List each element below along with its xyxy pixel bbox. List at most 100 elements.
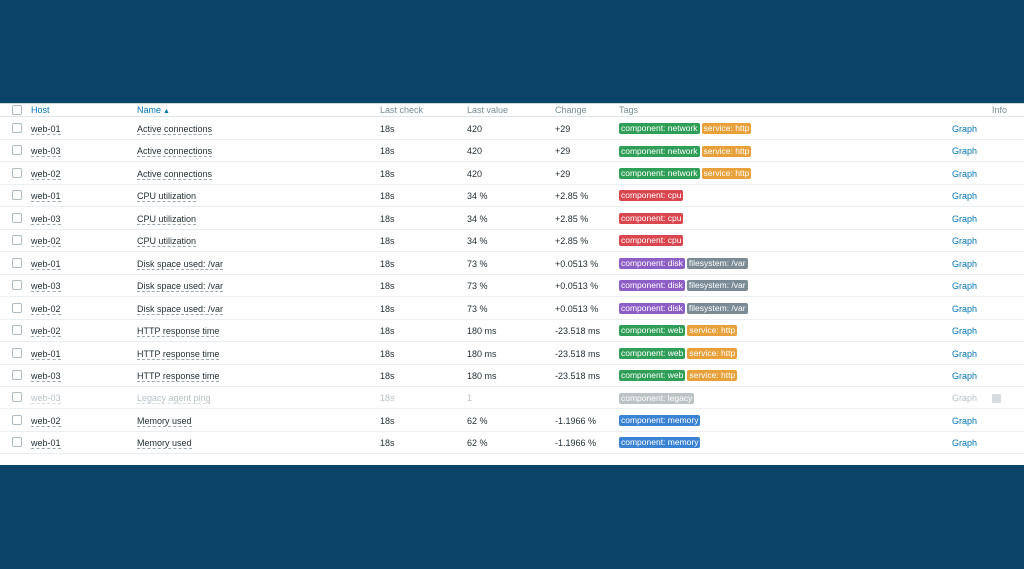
item-name-link[interactable]: CPU utilization — [137, 213, 197, 225]
graph-link[interactable]: Graph — [952, 213, 978, 224]
tag[interactable]: component: disk — [619, 302, 685, 314]
tag[interactable]: component: network — [619, 123, 700, 135]
item-name-link[interactable]: HTTP response time — [137, 326, 220, 338]
graph-link[interactable]: Graph — [952, 146, 978, 157]
tag[interactable]: component: disk — [619, 280, 685, 292]
host-link[interactable]: web-03 — [31, 213, 61, 225]
tags-cell: component: web service: http — [619, 365, 739, 387]
graph-link[interactable]: Graph — [952, 191, 978, 202]
host-link[interactable]: web-03 — [31, 393, 61, 405]
row-checkbox[interactable] — [12, 212, 22, 223]
item-name-link[interactable]: Disk space used: /var — [137, 281, 224, 293]
tag[interactable]: component: disk — [619, 257, 685, 269]
host-link[interactable]: web-02 — [31, 168, 61, 180]
graph-link[interactable]: Graph — [952, 258, 978, 269]
graph-link[interactable]: Graph — [952, 303, 978, 314]
host-link[interactable]: web-01 — [31, 348, 61, 360]
tag[interactable]: service: http — [701, 123, 752, 135]
host-link[interactable]: web-01 — [31, 191, 61, 203]
graph-link[interactable]: Graph — [952, 168, 978, 179]
graph-link[interactable]: Graph — [952, 393, 978, 404]
host-link[interactable]: web-01 — [31, 258, 61, 270]
item-name-link[interactable]: CPU utilization — [137, 236, 197, 248]
last-value: 1 — [467, 393, 473, 404]
graph-link[interactable]: Graph — [952, 281, 978, 292]
change-value: +0.0513 % — [555, 303, 599, 314]
host-link[interactable]: web-02 — [31, 303, 61, 315]
tags-cell: component: cpu — [619, 208, 685, 230]
tag[interactable]: filesystem: /var — [686, 257, 748, 269]
item-name-link[interactable]: CPU utilization — [137, 191, 197, 203]
host-link[interactable]: web-03 — [31, 370, 61, 382]
last-check: 18s — [380, 146, 395, 157]
row-checkbox[interactable] — [12, 167, 22, 178]
row-checkbox[interactable] — [12, 369, 22, 380]
item-name-link[interactable]: Memory used — [137, 415, 192, 427]
column-name-header[interactable]: Name ▲ — [137, 104, 170, 117]
info-icon[interactable] — [992, 393, 1001, 403]
row-checkbox[interactable] — [12, 123, 22, 133]
row-checkbox[interactable] — [12, 235, 22, 246]
row-checkbox[interactable] — [12, 145, 22, 156]
item-name-link[interactable]: Memory used — [137, 438, 192, 450]
graph-link[interactable]: Graph — [952, 348, 978, 359]
host-link[interactable]: web-01 — [31, 124, 61, 135]
graph-link[interactable]: Graph — [952, 415, 978, 426]
tag[interactable]: component: network — [619, 145, 700, 157]
tag[interactable]: component: memory — [619, 437, 701, 449]
host-link[interactable]: web-02 — [31, 326, 61, 338]
item-name-link[interactable]: Disk space used: /var — [137, 258, 224, 270]
last-value: 62 % — [467, 415, 488, 426]
graph-link[interactable]: Graph — [952, 438, 978, 449]
tag[interactable]: component: cpu — [619, 212, 684, 224]
item-name-link[interactable]: Active connections — [137, 146, 213, 158]
row-checkbox[interactable] — [12, 190, 22, 201]
column-host-header[interactable]: Host — [31, 105, 50, 115]
item-name-link[interactable]: Active connections — [137, 124, 213, 135]
row-checkbox[interactable] — [12, 302, 22, 313]
item-name-link[interactable]: Legacy agent ping — [137, 393, 211, 405]
item-name-link[interactable]: HTTP response time — [137, 370, 220, 382]
tags-cell: component: disk filesystem: /var — [619, 275, 750, 297]
graph-link[interactable]: Graph — [952, 326, 978, 337]
tags-cell: component: network service: http — [619, 163, 753, 185]
table-row: web-02 CPU utilization 18s 34 % +2.85 % compo… — [0, 230, 1024, 253]
tag[interactable]: service: http — [701, 168, 752, 180]
tag[interactable]: filesystem: /var — [686, 302, 748, 314]
row-checkbox[interactable] — [12, 280, 22, 291]
tag[interactable]: component: web — [619, 347, 686, 359]
tag[interactable]: service: http — [687, 325, 738, 337]
item-name-link[interactable]: HTTP response time — [137, 348, 220, 360]
row-checkbox[interactable] — [12, 414, 22, 425]
tag[interactable]: service: http — [687, 370, 738, 382]
item-name-link[interactable]: Active connections — [137, 168, 213, 180]
tag[interactable]: filesystem: /var — [686, 280, 748, 292]
tag[interactable]: component: memory — [619, 414, 701, 426]
tag[interactable]: component: cpu — [619, 190, 684, 202]
change-value: +2.85 % — [555, 213, 589, 224]
graph-link[interactable]: Graph — [952, 236, 978, 247]
graph-link[interactable]: Graph — [952, 124, 978, 134]
row-checkbox[interactable] — [12, 325, 22, 336]
row-checkbox[interactable] — [12, 347, 22, 358]
tag[interactable]: service: http — [687, 347, 738, 359]
tag[interactable]: component: web — [619, 370, 686, 382]
tag[interactable]: component: cpu — [619, 235, 684, 247]
tag[interactable]: component: web — [619, 325, 686, 337]
host-link[interactable]: web-03 — [31, 281, 61, 293]
host-link[interactable]: web-03 — [31, 146, 61, 158]
tag[interactable]: component: legacy — [619, 392, 695, 404]
tag[interactable]: service: http — [701, 145, 752, 157]
host-link[interactable]: web-01 — [31, 438, 61, 450]
item-name-link[interactable]: Disk space used: /var — [137, 303, 224, 315]
graph-link[interactable]: Graph — [952, 370, 978, 381]
host-link[interactable]: web-02 — [31, 236, 61, 248]
latest-data-table: Host Name ▲ Last check Last value Change … — [0, 103, 1024, 465]
host-link[interactable]: web-02 — [31, 415, 61, 427]
table-header: Host Name ▲ Last check Last value Change … — [0, 104, 1024, 117]
row-checkbox[interactable] — [12, 257, 22, 268]
row-checkbox[interactable] — [12, 437, 22, 448]
select-all-checkbox[interactable] — [12, 105, 22, 115]
row-checkbox[interactable] — [12, 392, 22, 403]
tag[interactable]: component: network — [619, 168, 700, 180]
